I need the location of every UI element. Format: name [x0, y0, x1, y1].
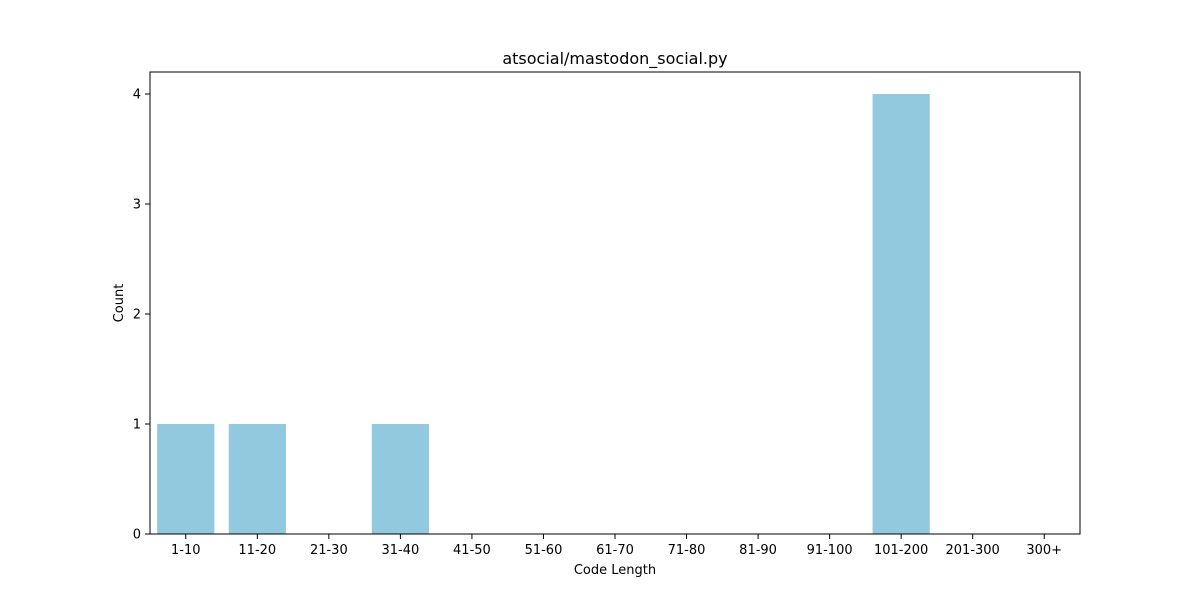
x-tick-label: 201-300 [946, 543, 1000, 558]
chart-title: atsocial/mastodon_social.py [502, 49, 727, 69]
bars-group [157, 94, 930, 534]
x-tick-label: 81-90 [739, 543, 777, 558]
x-axis-ticks: 1-10 11-20 21-30 31-40 41-50 51-60 61-70 71-80 8… [171, 534, 1062, 558]
plot-frame [149, 71, 1081, 535]
y-axis-ticks: 0 1 2 3 4 [133, 88, 150, 543]
x-tick-label: 31-40 [381, 543, 419, 558]
y-tick-label: 2 [133, 308, 141, 323]
y-tick-label: 1 [133, 418, 141, 433]
x-tick-label: 51-60 [525, 543, 563, 558]
x-tick-label: 101-200 [874, 543, 928, 558]
x-tick-label: 21-30 [310, 543, 348, 558]
x-tick-label: 1-10 [171, 543, 201, 558]
x-tick-label: 41-50 [453, 543, 491, 558]
y-axis-label: Count [112, 284, 127, 323]
y-tick-label: 3 [133, 198, 141, 213]
x-tick-label: 11-20 [238, 543, 276, 558]
bar-1-10 [157, 424, 215, 534]
x-tick-label: 71-80 [668, 543, 706, 558]
y-tick-label: 0 [133, 528, 141, 543]
x-tick-label: 300+ [1026, 543, 1062, 558]
x-axis-label: Code Length [574, 563, 656, 578]
y-tick-label: 4 [133, 88, 141, 103]
bar-11-20 [228, 424, 286, 534]
bar-101-200 [872, 94, 930, 534]
x-tick-label: 61-70 [596, 543, 634, 558]
bar-31-40 [371, 424, 429, 534]
x-tick-label: 91-100 [807, 543, 853, 558]
